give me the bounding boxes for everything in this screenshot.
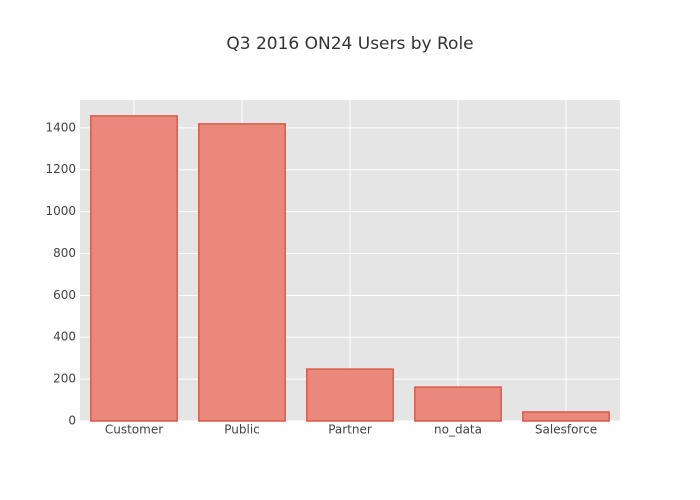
x-tick-label: Salesforce [535, 423, 597, 437]
y-tick-label: 600 [53, 288, 76, 302]
bar [198, 123, 286, 422]
x-tick-label: Public [224, 423, 260, 437]
bar [306, 368, 394, 422]
bar [90, 115, 178, 422]
x-tick-label: Partner [328, 423, 372, 437]
y-tick-label: 1000 [45, 204, 76, 218]
bar [522, 411, 610, 422]
chart-title: Q3 2016 ON24 Users by Role [226, 34, 473, 54]
y-tick-label: 400 [53, 330, 76, 344]
y-tick-label: 1400 [45, 120, 76, 134]
x-tick-label: Customer [105, 423, 163, 437]
y-tick-label: 800 [53, 246, 76, 260]
y-tick-label: 1200 [45, 162, 76, 176]
bar [414, 386, 502, 422]
y-tick-label: 200 [53, 372, 76, 386]
x-tick-label: no_data [434, 423, 482, 437]
y-tick-label: 0 [68, 414, 76, 428]
